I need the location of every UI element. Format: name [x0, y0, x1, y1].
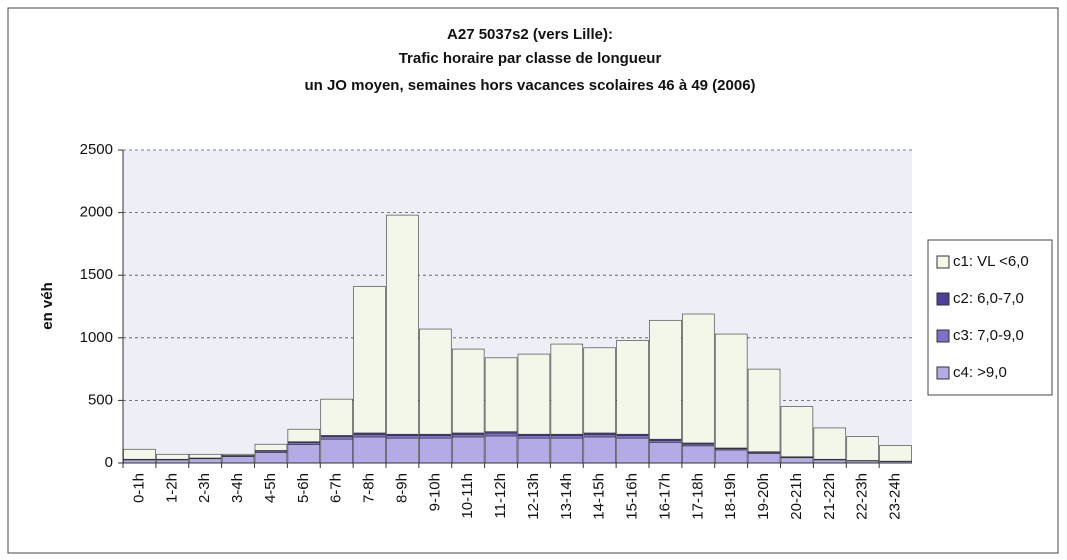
bar-segment	[287, 428, 321, 443]
bar-segment	[451, 436, 485, 464]
bar-segment	[451, 434, 485, 438]
x-tick-label: 10-11h	[459, 473, 476, 519]
bar-segment	[517, 353, 551, 435]
bar-segment	[353, 286, 386, 434]
bar-segment	[188, 453, 222, 459]
bar-segment	[484, 435, 518, 464]
legend-swatch	[936, 255, 950, 269]
legend-label: c4: >9,0	[953, 364, 1007, 381]
bar-segment	[550, 437, 584, 464]
bar-segment	[320, 438, 353, 464]
y-tick-label: 2000	[80, 204, 113, 221]
y-tick-label: 500	[88, 391, 113, 408]
bar-segment	[583, 436, 616, 464]
bar-segment	[714, 449, 748, 464]
bar-segment	[583, 347, 616, 434]
y-tick-label: 1500	[80, 266, 113, 283]
bar-segment	[419, 437, 452, 464]
bar-segment	[616, 435, 649, 439]
bar-segment	[419, 435, 452, 439]
x-tick-label: 7-8h	[361, 473, 378, 503]
bar-segment	[780, 457, 814, 464]
bar-segment	[419, 328, 452, 435]
x-tick-label: 0-1h	[130, 473, 147, 503]
bar-segment	[517, 435, 551, 439]
bar-segment	[484, 432, 518, 437]
bar-segment	[320, 398, 353, 436]
bar-segment	[451, 348, 485, 434]
bar-segment	[287, 444, 321, 464]
bar-segment	[386, 214, 419, 435]
bar-segment	[353, 434, 386, 438]
x-tick-label: 14-15h	[591, 473, 608, 520]
bar-segment	[846, 436, 879, 461]
legend-label: c3: 7,0-9,0	[953, 327, 1024, 344]
y-axis-label: en véh	[39, 282, 56, 330]
bar-segment	[714, 333, 748, 449]
x-tick-label: 17-18h	[689, 473, 706, 520]
x-tick-label: 18-19h	[722, 473, 739, 520]
bar-segment	[616, 437, 649, 464]
bar-segment	[649, 442, 682, 464]
bar-segment	[353, 436, 386, 464]
bar-segment	[747, 368, 781, 453]
x-tick-label: 22-23h	[854, 473, 871, 520]
x-tick-label: 8-9h	[393, 473, 410, 503]
bar-segment	[386, 437, 419, 464]
bar-segment	[616, 340, 649, 435]
x-tick-label: 20-21h	[788, 473, 805, 520]
x-tick-label: 3-4h	[229, 473, 246, 503]
bar-segment	[747, 453, 781, 464]
legend-swatch	[936, 366, 950, 380]
legend-swatch	[936, 329, 950, 343]
x-tick-label: 1-2h	[163, 473, 180, 503]
y-tick-label: 2500	[80, 141, 113, 158]
bar-segment	[156, 453, 189, 460]
bar-segment	[550, 435, 584, 439]
bar-segment	[780, 406, 814, 458]
bar-segment	[879, 445, 912, 462]
bar-segment	[123, 448, 156, 460]
legend-label: c1: VL <6,0	[953, 253, 1029, 270]
chart-subtitle: Trafic horaire par classe de longueur	[399, 50, 662, 67]
x-tick-label: 21-22h	[821, 473, 838, 520]
chart-title: A27 5037s2 (vers Lille):	[447, 26, 613, 43]
bar-segment	[583, 434, 616, 438]
x-tick-label: 2-3h	[196, 473, 213, 503]
x-tick-label: 12-13h	[525, 473, 542, 520]
bar-segment	[682, 313, 715, 444]
bar-segment	[221, 456, 255, 464]
bar-segment	[221, 453, 255, 456]
bar-segment	[484, 357, 518, 432]
legend-label: c2: 6,0-7,0	[953, 290, 1024, 307]
legend-swatch	[936, 292, 950, 306]
x-tick-label: 15-16h	[624, 473, 641, 520]
bar-segment	[813, 427, 847, 460]
bar-segment	[188, 458, 222, 464]
x-tick-label: 23-24h	[887, 473, 904, 520]
bar-segment	[254, 443, 288, 451]
plot-area	[123, 150, 912, 463]
x-tick-label: 6-7h	[328, 473, 345, 503]
bar-segment	[649, 319, 682, 440]
bar-segment	[320, 436, 353, 440]
bar-segment	[254, 452, 288, 464]
x-tick-label: 13-14h	[558, 473, 575, 520]
y-tick-label: 0	[105, 454, 113, 471]
x-tick-label: 11-12h	[492, 473, 509, 519]
x-tick-label: 19-20h	[755, 473, 772, 520]
x-tick-label: 9-10h	[426, 473, 443, 511]
bar-segment	[386, 435, 419, 439]
bar-segment	[550, 343, 584, 435]
y-tick-label: 1000	[80, 329, 113, 346]
x-tick-label: 16-17h	[656, 473, 673, 520]
x-tick-label: 4-5h	[262, 473, 279, 503]
bar-segment	[517, 437, 551, 464]
x-tick-label: 5-6h	[295, 473, 312, 503]
chart-subtitle: un JO moyen, semaines hors vacances scol…	[304, 77, 755, 94]
bar-segment	[682, 445, 715, 464]
